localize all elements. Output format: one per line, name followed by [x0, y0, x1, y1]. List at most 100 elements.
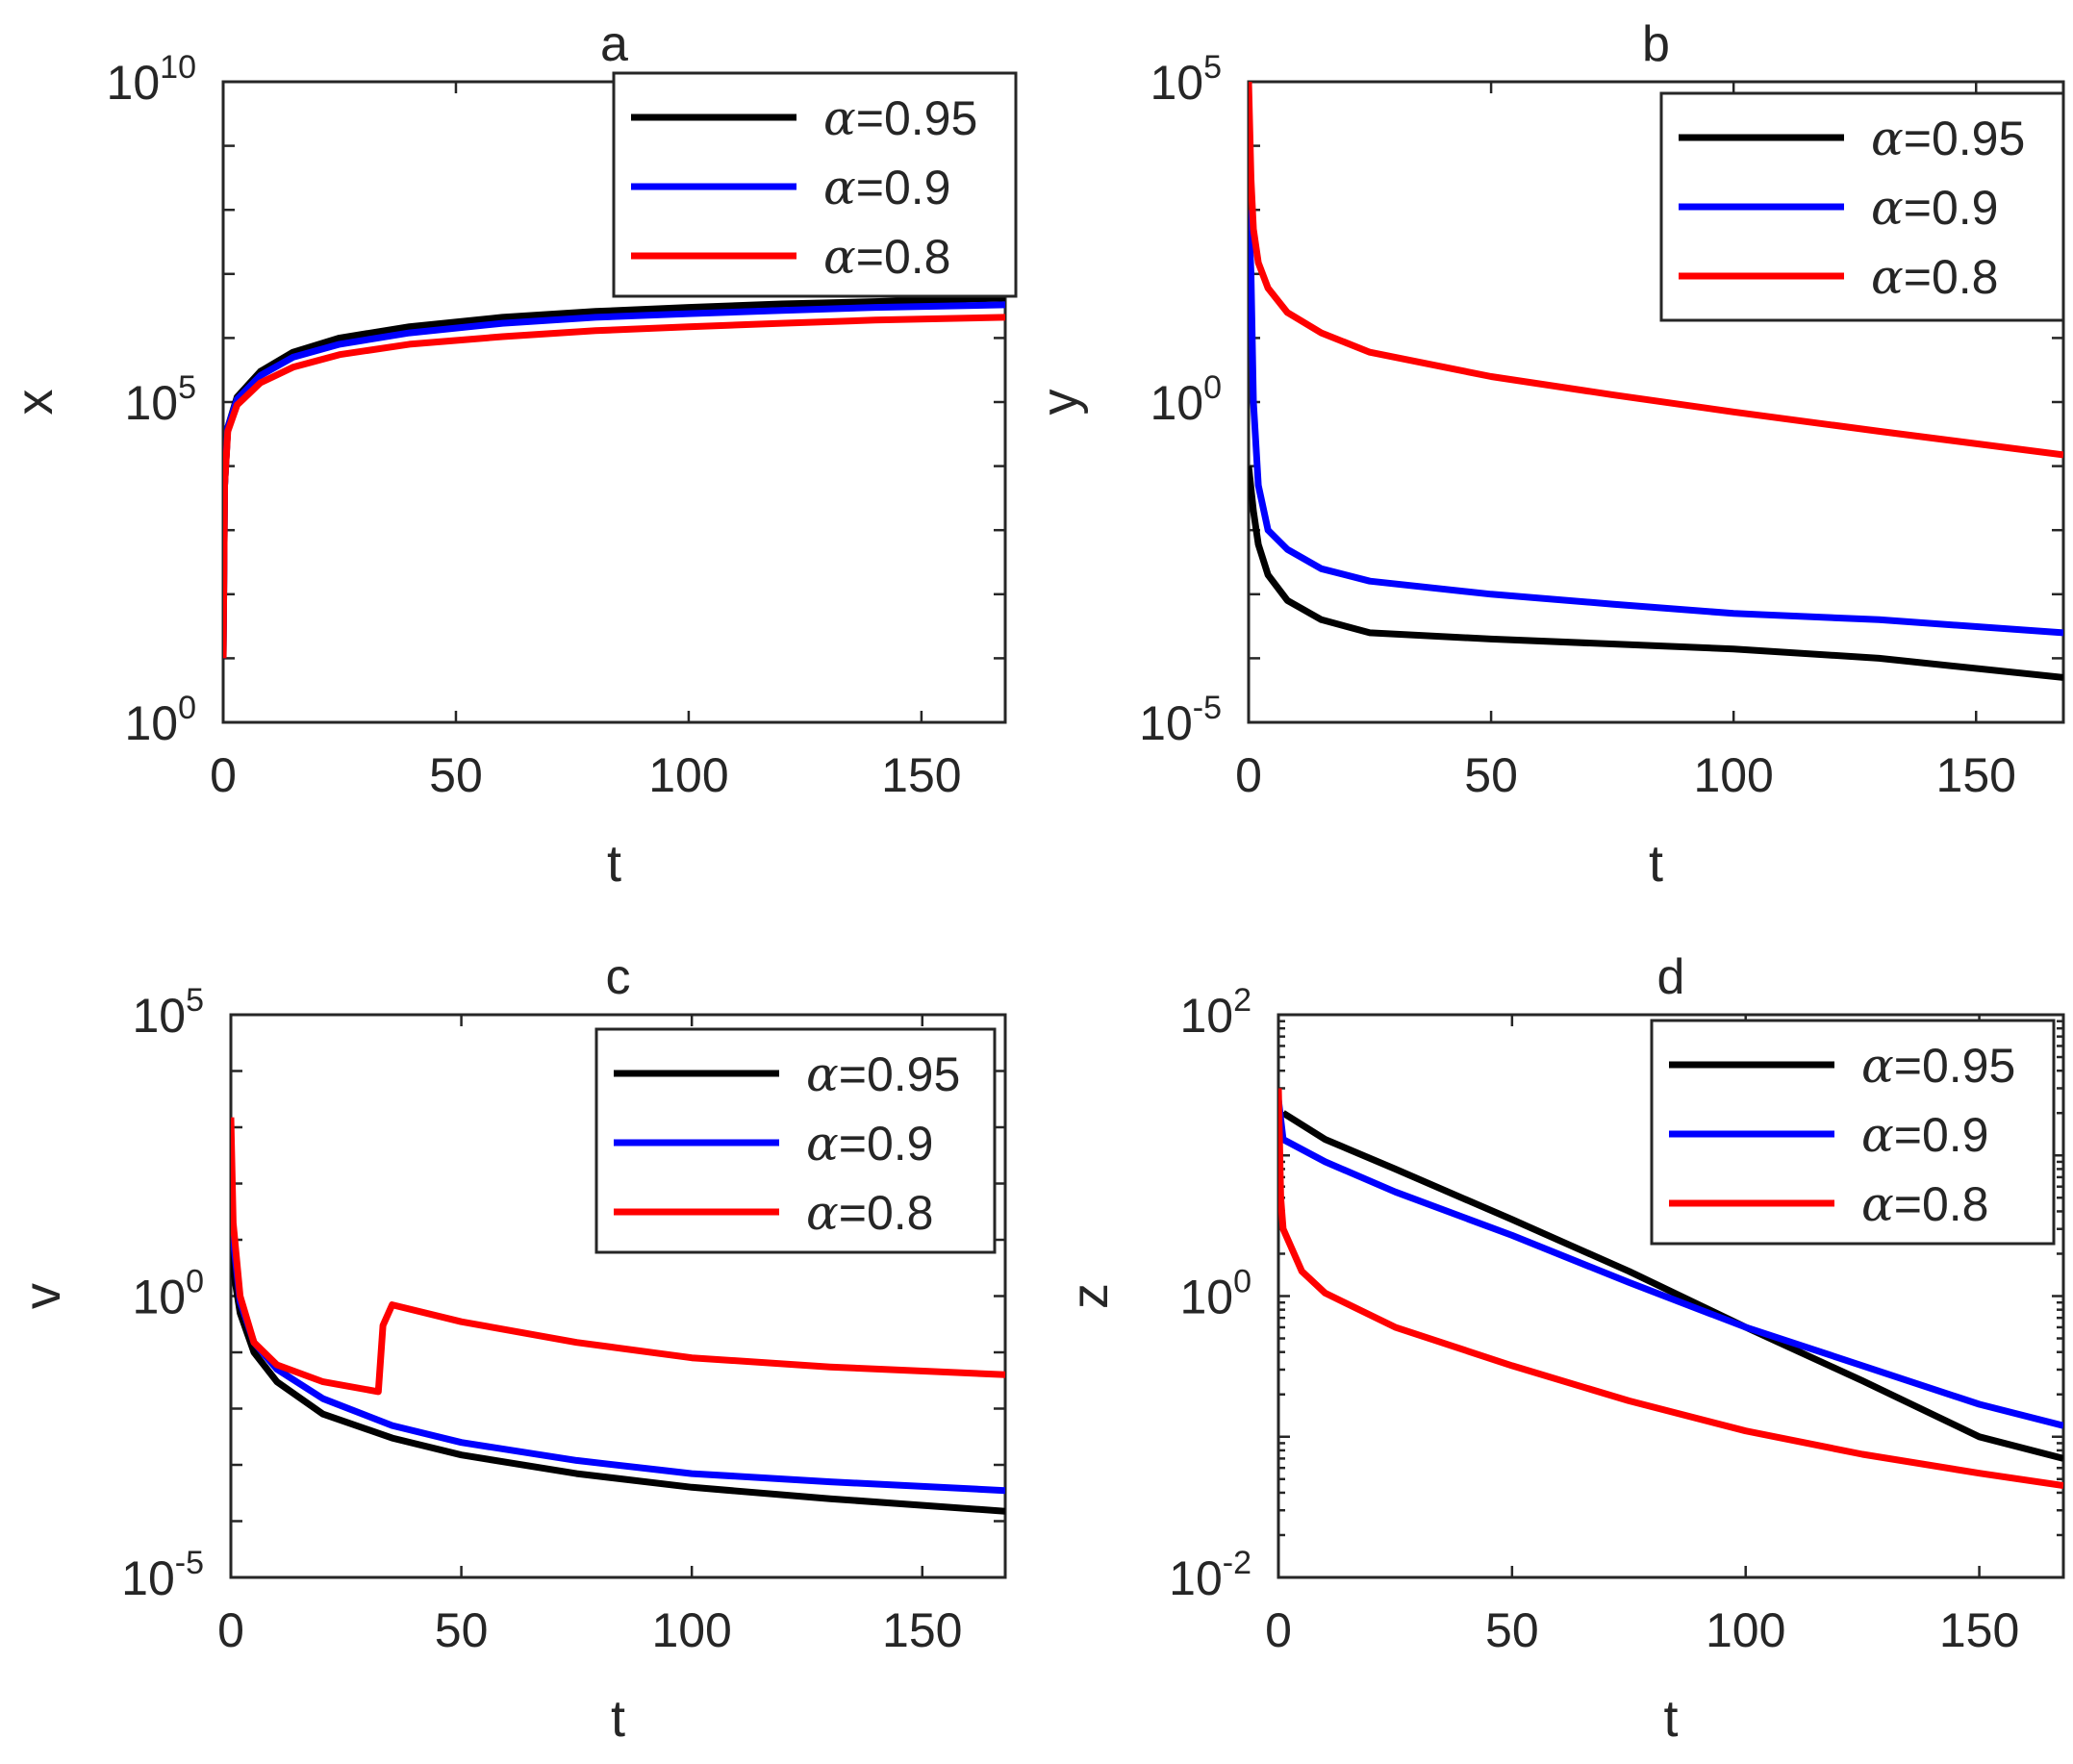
- y-tick-base: 10: [121, 1551, 175, 1605]
- y-tick-exponent: 2: [1233, 982, 1251, 1019]
- x-tick-label: 0: [1265, 1603, 1292, 1657]
- alpha-symbol: α: [806, 1185, 839, 1241]
- x-tick-label: 0: [210, 748, 237, 802]
- legend-entry-label: α=0.9: [823, 160, 950, 215]
- y-tick-exponent: 5: [1203, 49, 1222, 86]
- alpha-value: =0.8: [1894, 1177, 1989, 1231]
- alpha-value: =0.95: [1894, 1039, 2016, 1093]
- alpha-symbol: α: [806, 1116, 839, 1172]
- series-group: [1278, 1088, 2063, 1489]
- x-tick-label: 150: [881, 748, 961, 802]
- x-tick-label: 100: [648, 748, 728, 802]
- x-tick-label: 100: [1693, 748, 1773, 802]
- alpha-symbol: α: [1861, 1107, 1894, 1163]
- y-tick-base: 10: [1169, 1551, 1223, 1605]
- y-tick-exponent: 5: [186, 982, 204, 1019]
- y-tick-label: 100: [1150, 369, 1222, 430]
- y-tick-base: 10: [124, 376, 178, 430]
- series-line-alpha-0-9: [1278, 1098, 2063, 1429]
- panel-title: a: [600, 16, 628, 72]
- legend: α=0.95α=0.9α=0.8: [1650, 1019, 2056, 1246]
- alpha-value: =0.95: [856, 91, 978, 145]
- legend-entry-label: α=0.8: [806, 1185, 933, 1241]
- series-line-alpha-0-8: [1278, 1088, 2063, 1489]
- y-tick-label: 10-5: [121, 1545, 204, 1605]
- y-tick-base: 10: [1150, 56, 1203, 110]
- x-axis-label: t: [611, 1690, 625, 1748]
- y-tick-exponent: 0: [186, 1264, 204, 1300]
- y-tick-label: 105: [132, 982, 204, 1043]
- alpha-symbol: α: [823, 90, 856, 146]
- y-axis-label: v: [13, 1283, 71, 1309]
- x-tick-label: 0: [1235, 748, 1262, 802]
- alpha-value: =0.9: [1904, 181, 1999, 235]
- x-tick-label: 100: [651, 1603, 731, 1657]
- y-tick-exponent: 10: [160, 49, 196, 86]
- y-tick-base: 10: [1150, 376, 1203, 430]
- y-tick-exponent: -5: [1193, 690, 1222, 726]
- alpha-symbol: α: [1871, 180, 1904, 236]
- y-tick-base: 10: [1179, 1271, 1233, 1324]
- x-axis-label: t: [607, 835, 621, 893]
- alpha-symbol: α: [823, 160, 856, 215]
- alpha-value: =0.9: [856, 161, 951, 214]
- y-tick-label: 105: [1150, 49, 1222, 110]
- series-line-alpha-0-8: [231, 1117, 1005, 1396]
- y-tick-base: 10: [1179, 989, 1233, 1043]
- y-tick-label: 105: [124, 369, 196, 430]
- legend-entry-label: α=0.95: [806, 1046, 960, 1102]
- y-axis-label: y: [1031, 390, 1089, 416]
- y-axis-label: x: [6, 390, 63, 416]
- alpha-symbol: α: [1861, 1176, 1894, 1232]
- alpha-value: =0.8: [1904, 250, 1999, 304]
- y-tick-exponent: 0: [178, 690, 196, 726]
- series-line-alpha-0-8: [1249, 82, 2063, 459]
- series-line-alpha-0-95: [1249, 466, 2063, 681]
- legend-entry-label: α=0.95: [1861, 1038, 2015, 1094]
- y-tick-label: 10-5: [1139, 690, 1222, 750]
- x-tick-label: 50: [429, 748, 483, 802]
- legend: α=0.95α=0.9α=0.8: [1659, 91, 2065, 322]
- y-tick-base: 10: [107, 56, 161, 110]
- panel-title: b: [1642, 16, 1670, 72]
- y-tick-base: 10: [124, 696, 178, 750]
- y-tick-label: 100: [132, 1264, 204, 1324]
- legend-entry-label: α=0.95: [1871, 111, 2025, 166]
- y-tick-exponent: 0: [1203, 369, 1222, 406]
- x-tick-label: 150: [1936, 748, 2016, 802]
- alpha-symbol: α: [1871, 111, 1904, 166]
- x-tick-label: 150: [882, 1603, 962, 1657]
- alpha-symbol: α: [806, 1046, 839, 1102]
- y-tick-base: 10: [132, 1271, 186, 1324]
- legend-entry-label: α=0.8: [1861, 1176, 1988, 1232]
- legend: α=0.95 α=0.9 α=0.8: [594, 1027, 997, 1254]
- y-tick-base: 10: [1139, 696, 1193, 750]
- alpha-symbol: α: [823, 229, 856, 285]
- y-tick-label: 1010: [107, 49, 196, 110]
- y-tick-exponent: -5: [175, 1545, 204, 1581]
- x-tick-label: 50: [1485, 1603, 1539, 1657]
- x-tick-label: 100: [1706, 1603, 1785, 1657]
- legend-entry-label: α=0.8: [823, 229, 950, 285]
- legend-entry-label: α=0.9: [1871, 180, 1998, 236]
- y-tick-label: 100: [124, 690, 196, 750]
- y-tick-label: 10-2: [1169, 1545, 1251, 1605]
- y-tick-exponent: 0: [1233, 1264, 1251, 1300]
- legend-entry-label: α=0.9: [806, 1116, 933, 1172]
- x-tick-label: 0: [217, 1603, 244, 1657]
- y-tick-exponent: 5: [178, 369, 196, 406]
- panel-title: d: [1657, 949, 1685, 1005]
- y-axis-label: z: [1061, 1283, 1119, 1309]
- legend-entry-label: α=0.95: [823, 90, 977, 146]
- legend-entry-label: α=0.9: [1861, 1107, 1988, 1163]
- series-line-alpha-0-9: [1249, 210, 2063, 637]
- y-tick-label: 102: [1179, 982, 1251, 1043]
- x-tick-label: 50: [1464, 748, 1518, 802]
- alpha-symbol: α: [1861, 1038, 1894, 1094]
- alpha-value: =0.8: [856, 230, 951, 284]
- series-group: [223, 294, 1005, 659]
- panel-title: c: [606, 949, 631, 1005]
